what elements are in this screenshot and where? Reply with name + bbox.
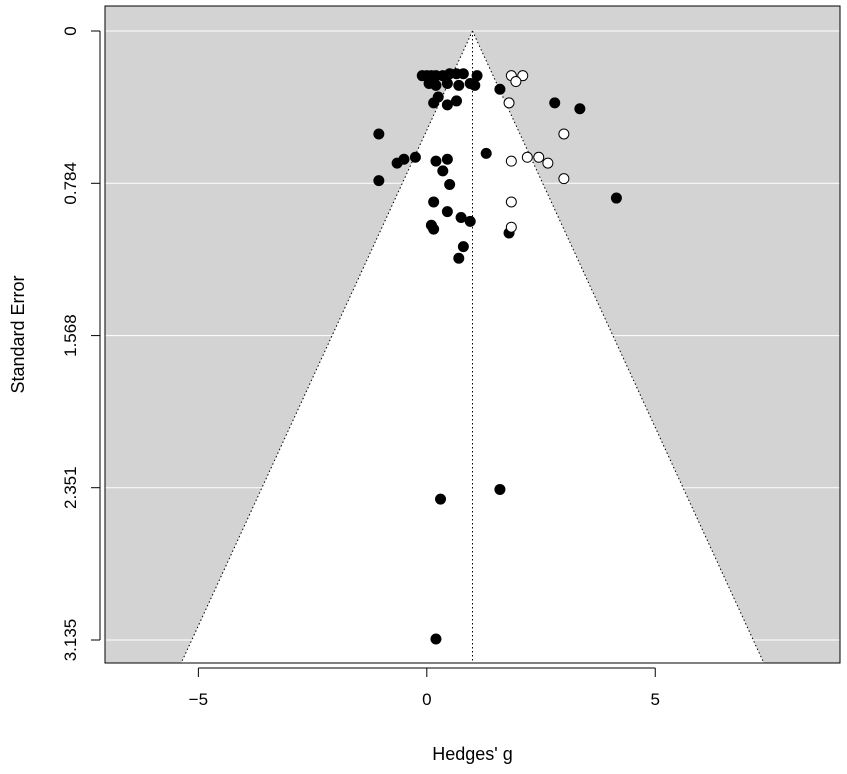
observed-study-point [430,633,442,645]
imputed-study-point [558,128,570,140]
y-tick-label: 1.568 [61,314,80,357]
observed-study-point [441,206,453,218]
imputed-study-point [503,97,515,109]
x-tick-label: 0 [422,690,431,709]
observed-study-point [391,157,403,169]
observed-study-point [457,68,469,80]
observed-study-point [453,252,465,264]
x-axis: −5 0 5 [189,667,660,709]
observed-study-point [469,79,481,91]
y-axis-title: Standard Error [8,275,28,393]
y-tick-label: 0 [61,26,80,35]
observed-study-point [451,95,463,107]
imputed-study-point [533,151,545,163]
y-axis: 0 0.784 1.568 2.351 3.135 [61,26,101,662]
observed-study-point [428,97,440,109]
observed-study-point [430,79,442,91]
observed-study-point [464,215,476,227]
plot-frame [104,5,841,664]
observed-study-point [494,83,506,95]
imputed-study-point [505,155,517,167]
x-axis-title: Hedges' g [432,744,513,764]
imputed-study-point [505,221,517,233]
observed-study-point [441,99,453,111]
observed-study-point [373,128,385,140]
x-tick-label: 5 [651,690,660,709]
observed-study-point [430,155,442,167]
observed-study-point [549,97,561,109]
observed-study-point [494,483,506,495]
observed-study-point [457,241,469,253]
observed-study-point [441,153,453,165]
imputed-study-point [542,157,554,169]
observed-study-point [610,192,622,204]
y-tick-label: 3.135 [61,619,80,662]
observed-study-point [437,165,449,177]
observed-study-point [444,178,456,190]
observed-study-point [441,77,453,89]
imputed-study-point [558,173,570,185]
imputed-study-point [521,151,533,163]
observed-study-point [373,175,385,187]
observed-study-point [480,147,492,159]
x-tick-label: −5 [189,690,208,709]
y-tick-label: 2.351 [61,466,80,509]
data-points [373,68,622,645]
imputed-study-point [505,196,517,208]
y-tick-label: 0.784 [61,162,80,205]
observed-study-point [574,103,586,115]
observed-study-point [435,493,447,505]
observed-study-point [453,79,465,91]
imputed-study-point [510,76,522,88]
observed-study-point [428,223,440,235]
observed-study-point [455,211,467,223]
observed-study-point [428,196,440,208]
observed-study-point [409,151,421,163]
